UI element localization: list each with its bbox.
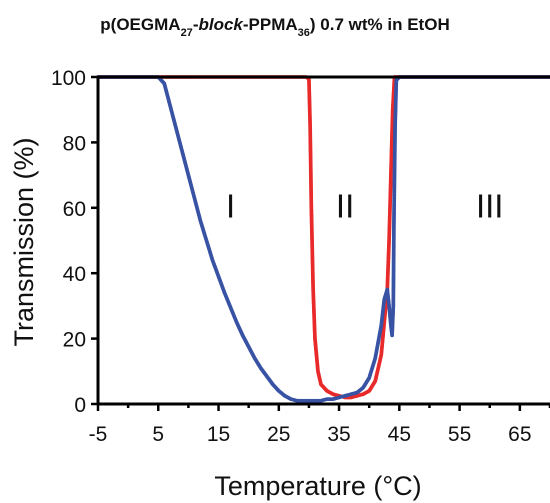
region-label: I bbox=[226, 188, 235, 225]
chart-title-part: 36 bbox=[298, 27, 310, 39]
x-tick-label: 55 bbox=[448, 423, 471, 446]
chart-title-part: -PPMA bbox=[243, 15, 298, 34]
chart-title: p(OEGMA27-block-PPMA36) 0.7 wt% in EtOH bbox=[100, 15, 449, 39]
x-tick-label: 45 bbox=[388, 423, 411, 446]
y-tick-label: 20 bbox=[63, 329, 86, 352]
y-axis-label: Transmission (%) bbox=[9, 137, 39, 346]
y-tick-label: 80 bbox=[63, 132, 86, 155]
chart-title-part: 27 bbox=[181, 27, 193, 39]
x-tick-label: 35 bbox=[327, 423, 350, 446]
axes: -5 5 15 25 35 45 55 65 0 20 40 60 80 100 bbox=[51, 67, 550, 446]
chart-title-part: block bbox=[198, 15, 244, 34]
y-tick-label: 60 bbox=[63, 198, 86, 221]
region-label: II bbox=[336, 188, 354, 225]
region-labels: I II III bbox=[226, 188, 503, 225]
x-tick-label: 5 bbox=[152, 423, 164, 446]
plot-area bbox=[96, 75, 550, 403]
y-tick-label: 40 bbox=[63, 263, 86, 286]
series-1 bbox=[96, 75, 550, 400]
x-tick-label: -5 bbox=[89, 423, 108, 446]
x-tick-label: 15 bbox=[207, 423, 230, 446]
x-axis-label: Temperature (°C) bbox=[214, 471, 421, 501]
chart-title-part: - bbox=[193, 15, 199, 34]
x-tick-label: 25 bbox=[267, 423, 290, 446]
region-label: III bbox=[476, 188, 504, 225]
chart-title-part: ) 0.7 wt% in EtOH bbox=[310, 15, 450, 34]
y-tick-label: 100 bbox=[51, 67, 86, 90]
y-tick-label: 0 bbox=[74, 394, 86, 417]
series-2 bbox=[96, 75, 550, 403]
chart-title-part: p(OEGMA bbox=[100, 15, 180, 34]
x-tick-label: 65 bbox=[508, 423, 531, 446]
